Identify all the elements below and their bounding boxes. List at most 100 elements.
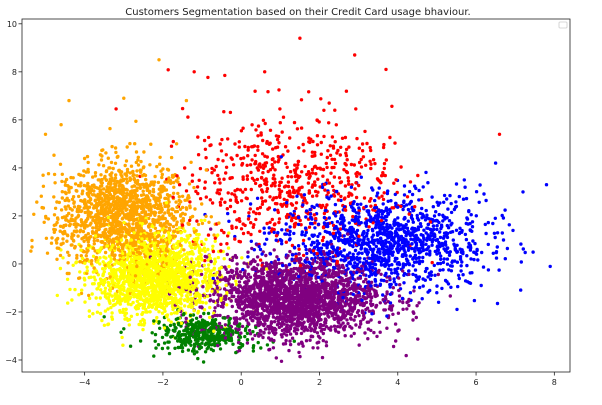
scatter-point-cluster-2 <box>180 223 185 227</box>
scatter-point-cluster-3 <box>332 226 337 230</box>
scatter-point-cluster-2 <box>294 206 298 211</box>
scatter-point-cluster-2 <box>347 182 351 186</box>
scatter-point-cluster-2 <box>320 238 325 243</box>
scatter-point-cluster-3 <box>491 251 495 255</box>
scatter-point-cluster-4 <box>138 290 142 294</box>
scatter-point-cluster-5 <box>391 312 395 316</box>
scatter-point-cluster-5 <box>391 286 395 290</box>
scatter-point-cluster-2 <box>246 148 250 152</box>
scatter-point-cluster-1 <box>42 220 46 224</box>
scatter-point-cluster-1 <box>125 145 129 149</box>
scatter-point-cluster-2 <box>361 155 366 159</box>
scatter-point-cluster-3 <box>396 261 400 265</box>
scatter-point-cluster-3 <box>465 254 469 258</box>
scatter-point-cluster-2 <box>313 180 317 184</box>
scatter-point-cluster-4 <box>188 302 192 306</box>
scatter-point-cluster-3 <box>483 222 487 227</box>
scatter-point-cluster-2 <box>253 153 257 158</box>
scatter-point-cluster-1 <box>46 172 51 176</box>
scatter-point-cluster-1 <box>134 197 138 201</box>
scatter-point-cluster-5 <box>213 306 217 310</box>
scatter-point-cluster-3 <box>386 199 390 203</box>
scatter-point-cluster-3 <box>287 233 292 237</box>
scatter-point-cluster-2 <box>368 159 372 163</box>
scatter-point-cluster-4 <box>101 260 105 264</box>
scatter-point-cluster-3 <box>454 228 459 232</box>
scatter-point-cluster-2 <box>180 106 185 111</box>
scatter-point-cluster-1 <box>59 208 64 212</box>
scatter-point-cluster-1 <box>207 220 211 224</box>
scatter-point-cluster-5 <box>229 268 233 273</box>
scatter-point-cluster-3 <box>360 241 365 245</box>
scatter-point-cluster-1 <box>157 192 161 196</box>
scatter-point-cluster-4 <box>234 282 239 287</box>
scatter-point-cluster-2 <box>352 163 356 167</box>
scatter-point-cluster-1 <box>87 194 91 199</box>
scatter-point-cluster-4 <box>61 256 65 260</box>
scatter-point-cluster-3 <box>501 238 506 242</box>
scatter-point-cluster-4 <box>213 257 217 261</box>
scatter-point-cluster-2 <box>203 258 207 263</box>
scatter-point-cluster-3 <box>247 214 251 218</box>
scatter-point-cluster-3 <box>447 253 452 257</box>
scatter-point-cluster-3 <box>396 216 400 220</box>
scatter-point-cluster-5 <box>407 303 411 308</box>
scatter-point-cluster-2 <box>273 168 277 172</box>
scatter-point-cluster-5 <box>256 285 260 290</box>
scatter-point-cluster-5 <box>246 272 251 276</box>
scatter-point-cluster-5 <box>263 303 267 307</box>
scatter-point-cluster-2 <box>217 192 222 196</box>
scatter-point-cluster-5 <box>293 311 297 315</box>
scatter-point-cluster-5 <box>332 324 337 328</box>
scatter-point-cluster-6 <box>153 332 158 337</box>
scatter-point-cluster-4 <box>167 301 171 305</box>
scatter-point-cluster-1 <box>73 182 78 186</box>
scatter-point-cluster-4 <box>186 266 190 270</box>
scatter-point-cluster-3 <box>420 297 424 301</box>
scatter-point-cluster-2 <box>214 164 218 169</box>
scatter-point-cluster-5 <box>346 232 350 236</box>
scatter-point-cluster-3 <box>427 245 431 249</box>
scatter-point-cluster-6 <box>173 346 177 350</box>
scatter-point-cluster-3 <box>329 194 333 198</box>
scatter-point-cluster-1 <box>120 230 125 234</box>
scatter-point-cluster-2 <box>310 194 315 198</box>
scatter-point-cluster-1 <box>63 205 67 209</box>
scatter-point-cluster-2 <box>190 179 194 183</box>
scatter-point-cluster-3 <box>418 285 422 290</box>
scatter-point-cluster-6 <box>213 318 218 322</box>
scatter-point-cluster-5 <box>290 336 295 340</box>
scatter-point-cluster-3 <box>422 237 426 241</box>
scatter-point-cluster-2 <box>265 187 270 191</box>
scatter-point-cluster-5 <box>366 294 370 299</box>
scatter-point-cluster-3 <box>519 260 523 264</box>
scatter-point-cluster-3 <box>436 261 440 266</box>
scatter-point-cluster-4 <box>87 309 92 313</box>
scatter-point-cluster-3 <box>491 221 495 226</box>
scatter-point-cluster-1 <box>124 177 129 181</box>
scatter-point-cluster-1 <box>157 218 161 222</box>
scatter-point-cluster-2 <box>360 142 365 146</box>
scatter-point-cluster-6 <box>183 332 188 337</box>
scatter-point-cluster-3 <box>511 228 515 233</box>
scatter-point-cluster-2 <box>257 211 261 216</box>
scatter-point-cluster-3 <box>318 232 322 236</box>
scatter-point-cluster-5 <box>271 315 276 319</box>
scatter-point-cluster-2 <box>277 88 281 92</box>
scatter-point-cluster-5 <box>225 252 229 257</box>
scatter-point-cluster-2 <box>364 163 368 167</box>
scatter-point-cluster-2 <box>330 157 334 161</box>
scatter-point-cluster-1 <box>79 228 83 232</box>
scatter-point-cluster-2 <box>332 175 337 179</box>
scatter-point-cluster-4 <box>107 272 112 276</box>
scatter-point-cluster-1 <box>67 253 71 257</box>
scatter-point-cluster-1 <box>172 185 176 189</box>
scatter-point-cluster-4 <box>103 286 108 290</box>
scatter-point-cluster-2 <box>310 171 315 175</box>
scatter-point-cluster-1 <box>85 154 90 159</box>
scatter-point-cluster-3 <box>265 237 269 241</box>
scatter-point-cluster-1 <box>50 236 54 240</box>
scatter-point-cluster-5 <box>239 276 243 280</box>
scatter-point-cluster-3 <box>445 223 449 228</box>
scatter-point-cluster-6 <box>176 339 180 343</box>
